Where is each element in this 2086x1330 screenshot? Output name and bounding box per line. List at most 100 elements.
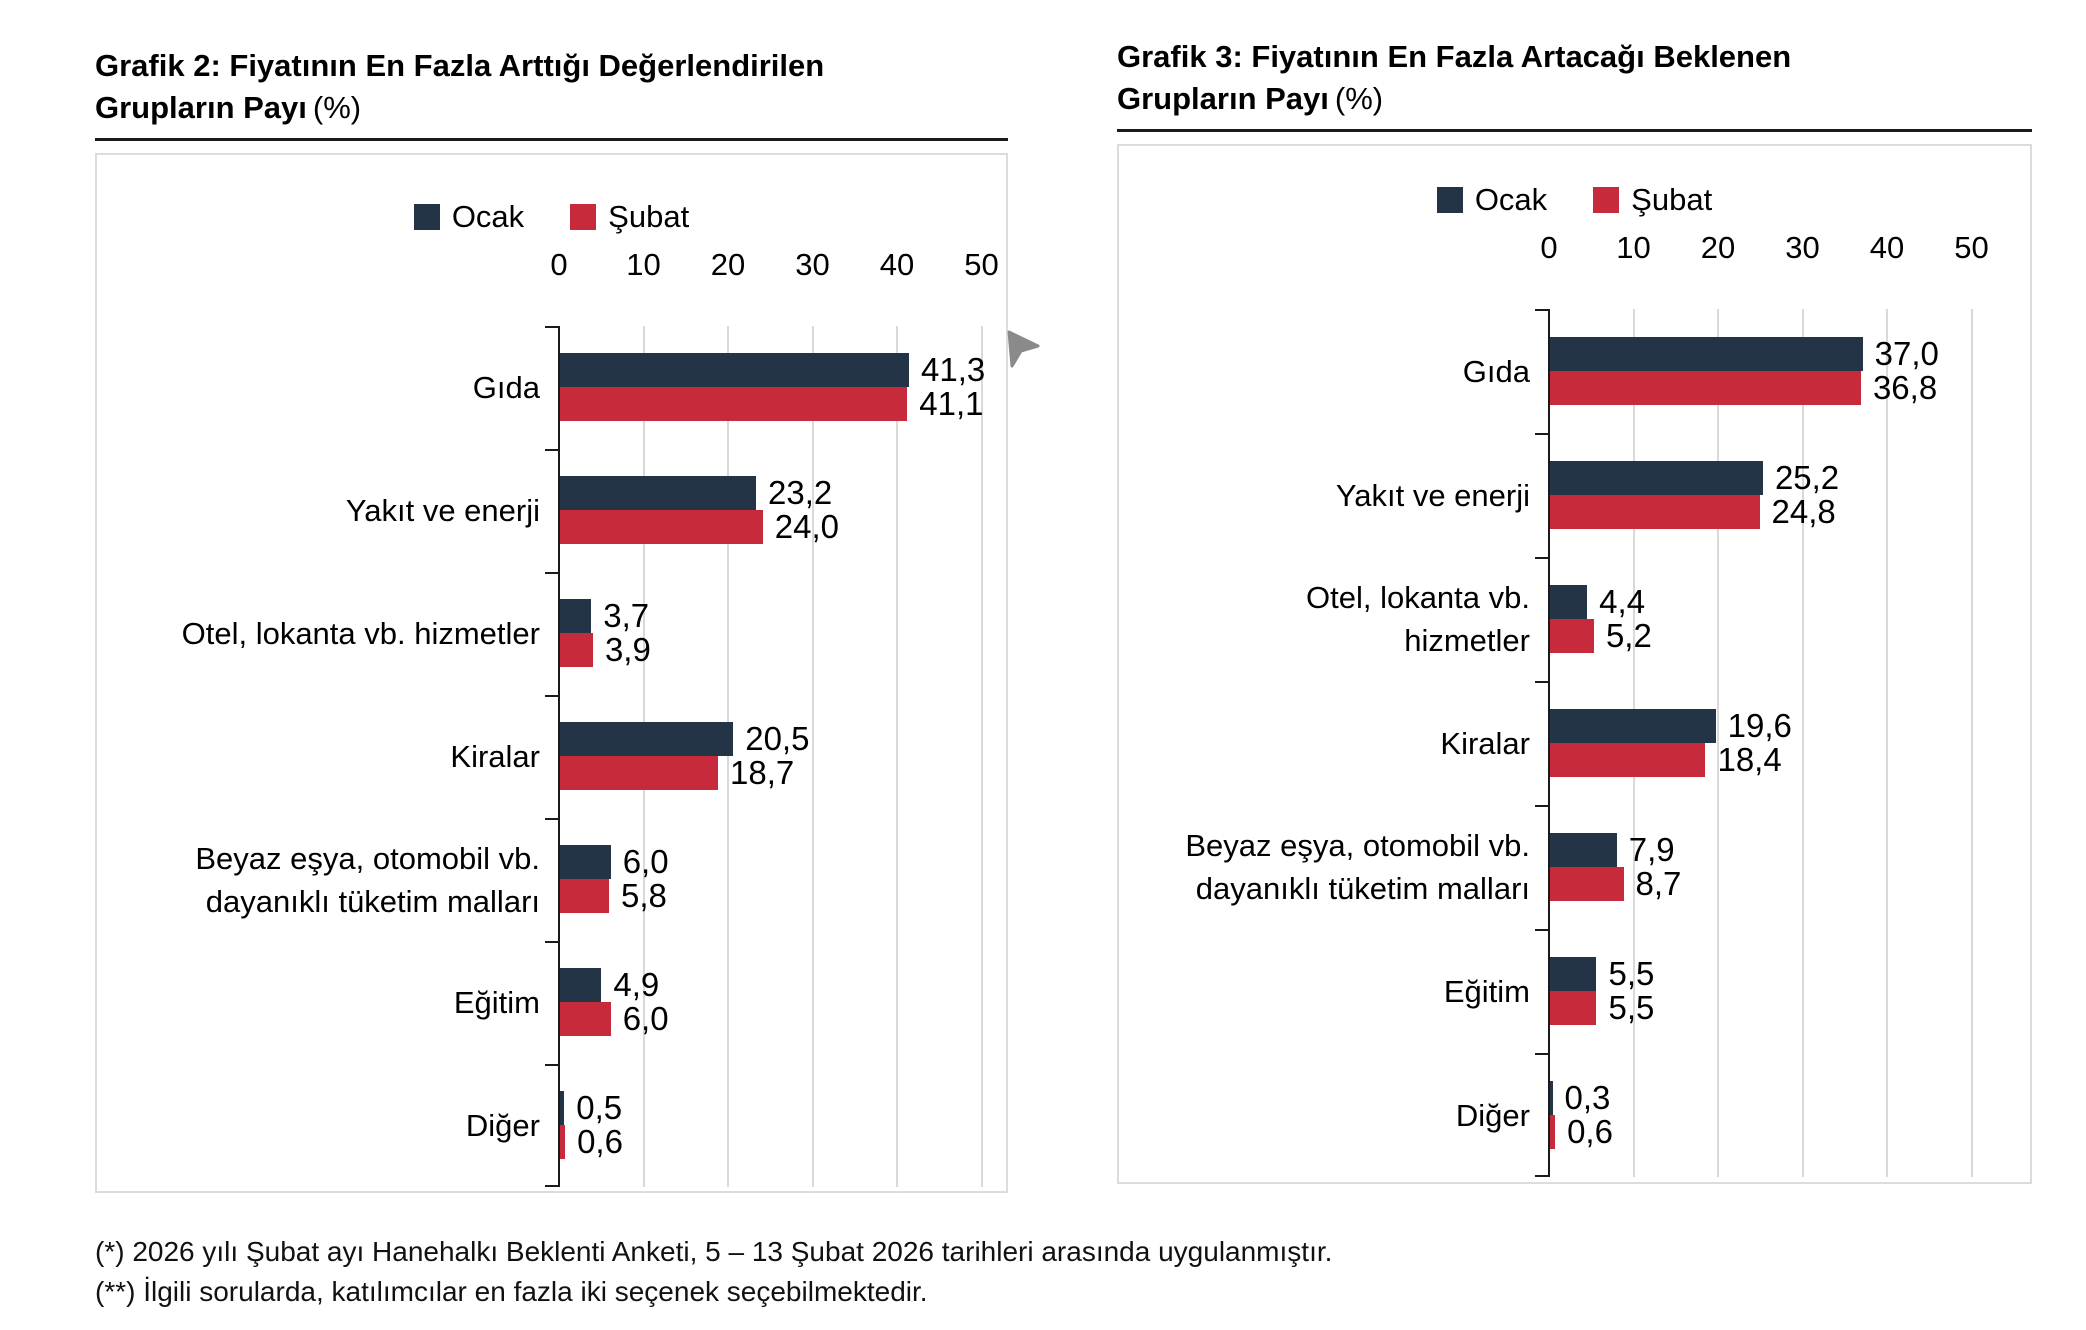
gridline: [1717, 309, 1719, 1178]
axis-tick-label: 30: [795, 247, 830, 283]
chart-grafik3-title: Grafik 3: Fiyatının En Fazla Artacağı Be…: [1117, 36, 2032, 133]
value-label-ocak: 4,4: [1599, 583, 1646, 621]
plot-area: 41,3 41,1 23,2 24,0 3,7 3,9 20,5 18,7 6,0 5,8 4,9 6…: [545, 326, 1006, 1188]
legend: Ocak Şubat: [97, 199, 1006, 235]
footnote-1: (*) 2026 yılı Şubat ayı Hanehalkı Beklen…: [95, 1236, 1333, 1267]
bar-group-row: 41,3 41,1: [560, 326, 1006, 449]
bar-group-row: 7,9 8,7: [1550, 805, 2030, 929]
gridline: [1801, 309, 1804, 1178]
value-label-subat: 24,0: [774, 508, 840, 546]
value-label-ocak: 0,3: [1564, 1079, 1611, 1117]
value-label-subat: 36,8: [1872, 369, 1938, 407]
bar-ocak: [560, 1091, 565, 1126]
gridline: [811, 326, 814, 1188]
bar-subat: [560, 387, 908, 422]
footnote-2: (**) İlgili sorularda, katılımcılar en f…: [95, 1276, 928, 1307]
value-label-ocak: 25,2: [1774, 459, 1840, 497]
axis-tick-label: 30: [1785, 230, 1820, 266]
legend-swatch-ocak-icon: [1436, 187, 1463, 214]
bar-ocak: [560, 599, 592, 634]
value-label-subat: 0,6: [577, 1123, 623, 1161]
axis-tick-mark: [1535, 1175, 1548, 1178]
category-label-text: Kiralar: [1440, 725, 1530, 761]
chart-grafik3-panel: Ocak Şubat 0 10 20 30 40 50 37,0 36,8 25,2 24,8 4…: [1117, 144, 2032, 1185]
category-label: Yakıt ve enerji: [111, 449, 540, 572]
category-label: Kiralar: [1133, 681, 1530, 805]
bar-subat: [560, 756, 718, 791]
bar-subat: [1550, 743, 1706, 778]
bar-group-row: 0,3 0,6: [1550, 1053, 2030, 1177]
legend-item-ocak: Ocak: [413, 199, 525, 235]
value-label-ocak: 20,5: [745, 720, 810, 758]
category-label-text: Beyaz eşya, otomobil vb. dayanıklı tüketi…: [1185, 828, 1530, 907]
bar-group-row: 23,2 24,0: [560, 449, 1006, 572]
bar-group-row: 5,5 5,5: [1550, 929, 2030, 1053]
bar-group-row: 25,2 24,8: [1550, 433, 2030, 557]
category-label: Otel, lokanta vb. hizmetler: [1133, 557, 1530, 681]
bar-subat: [560, 633, 593, 668]
title-line-1: Grafik 3: Fiyatının En Fazla Artacağı Be…: [1117, 39, 1792, 74]
bar-ocak: [1550, 833, 1617, 868]
axis-tick-label: 50: [964, 247, 999, 283]
title-unit-suffix: (%): [312, 90, 362, 126]
bar-subat: [560, 1002, 611, 1037]
category-label-text: Beyaz eşya, otomobil vb. dayanıklı tüketi…: [195, 840, 540, 919]
mouse-cursor-icon: [1007, 330, 1040, 368]
category-label-text: Eğitim: [1443, 973, 1530, 1009]
legend-swatch-subat-icon: [570, 204, 597, 231]
category-label: Eğitim: [111, 941, 540, 1064]
value-label-ocak: 37,0: [1874, 335, 1939, 373]
bar-ocak: [560, 845, 611, 880]
category-label-text: Yakıt ve enerji: [345, 493, 540, 529]
category-label: Kiralar: [111, 695, 540, 818]
value-label-ocak: 0,5: [576, 1089, 623, 1127]
axis-tick-label: 40: [1869, 230, 1905, 266]
chart-grafik2-panel: Ocak Şubat 0 10 20 30 40 50 41,3 41,1 23,2 24,0 3…: [95, 153, 1008, 1194]
axis-tick-mark: [545, 818, 558, 821]
value-label-subat: 18,7: [730, 754, 795, 792]
axis-tick-mark: [1535, 681, 1548, 684]
bar-ocak: [1550, 337, 1863, 372]
category-label-text: Diğer: [1455, 1097, 1530, 1133]
title-line-2: Grupların Payı: [1117, 81, 1329, 117]
value-label-subat: 24,8: [1771, 493, 1836, 531]
axis-tick-mark: [1535, 1053, 1548, 1056]
plot-area: 37,0 36,8 25,2 24,8 4,4 5,2 19,6 18,4 7,9 8,7 5,5 5…: [1535, 309, 2030, 1178]
value-label-subat: 41,1: [919, 385, 984, 423]
value-label-ocak: 23,2: [768, 474, 833, 512]
category-label: Otel, lokanta vb. hizmetler: [111, 572, 540, 695]
gridline: [896, 326, 898, 1188]
axis-tick-label: 40: [879, 247, 915, 283]
bar-ocak: [1550, 1081, 1553, 1116]
bar-ocak: [1550, 585, 1588, 620]
category-label-text: Otel, lokanta vb. hizmetler: [181, 616, 540, 652]
bar-subat: [1550, 991, 1597, 1026]
legend-label-ocak: Ocak: [1474, 182, 1548, 218]
title-line-1: Grafik 2: Fiyatının En Fazla Arttığı Değ…: [95, 48, 825, 83]
value-label-ocak: 19,6: [1727, 707, 1792, 745]
bar-subat: [560, 879, 609, 914]
gridline: [727, 326, 729, 1188]
axis-tick-mark: [545, 1185, 558, 1188]
category-label-text: Kiralar: [450, 739, 540, 775]
value-label-ocak: 3,7: [603, 597, 650, 635]
axis-tick-mark: [1535, 433, 1548, 436]
legend-label-ocak: Ocak: [451, 199, 525, 235]
bar-subat: [1550, 867, 1624, 902]
legend-swatch-subat-icon: [1593, 187, 1620, 214]
axis-tick-label: 50: [1954, 230, 1989, 266]
bar-group-row: 20,5 18,7: [560, 695, 1006, 818]
x-axis-labels: 0 10 20 30 40 50: [97, 247, 1006, 287]
axis-tick-label: 20: [1700, 230, 1736, 266]
title-line-2: Grupların Payı: [95, 90, 307, 126]
chart-grafik2: Grafik 2: Fiyatının En Fazla Arttığı Değ…: [95, 45, 1008, 1194]
value-label-subat: 8,7: [1635, 865, 1682, 903]
gridline: [1970, 309, 1973, 1178]
value-label-ocak: 5,5: [1608, 955, 1655, 993]
value-label-subat: 18,4: [1717, 741, 1782, 779]
value-label-ocak: 41,3: [920, 351, 986, 389]
y-axis-line: [1548, 309, 1550, 1178]
category-label: Diğer: [111, 1064, 540, 1187]
bar-subat: [1550, 495, 1760, 530]
